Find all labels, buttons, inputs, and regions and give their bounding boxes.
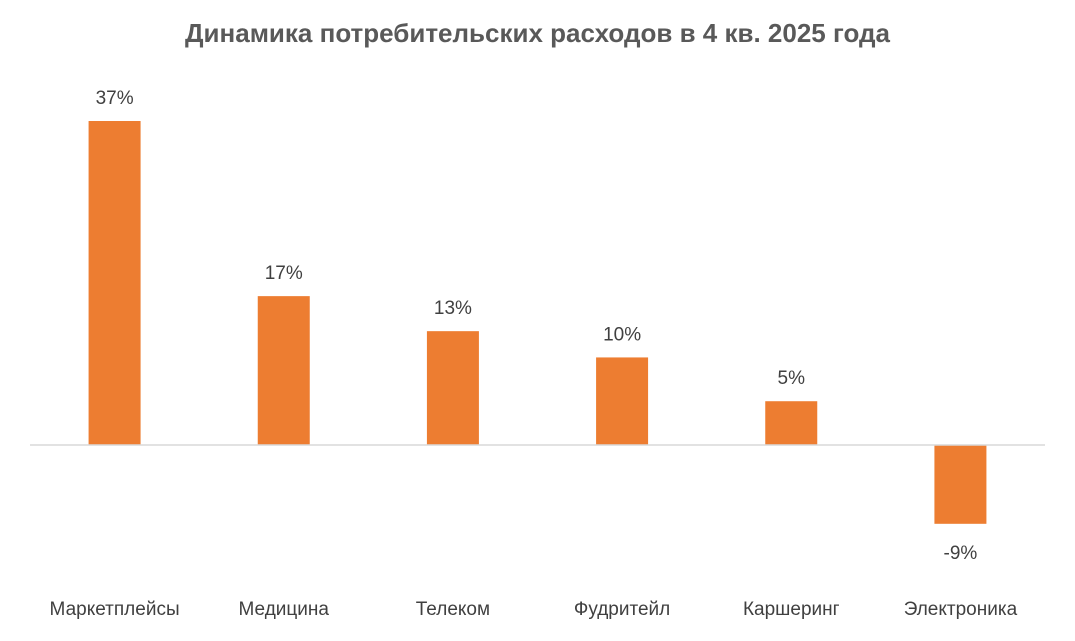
bar-1	[257, 296, 310, 445]
category-label-0: Маркетплейсы	[50, 599, 180, 620]
bar-2	[426, 331, 479, 445]
category-label-3: Фудритейл	[574, 599, 670, 620]
category-labels-layer: Маркетплейсы Медицина Телеком Фудритейл Карш…	[50, 599, 1018, 620]
data-label-0: 37%	[96, 88, 134, 109]
bars-layer	[88, 121, 987, 524]
bar-4	[765, 401, 818, 445]
data-label-3: 10%	[603, 324, 641, 345]
data-label-1: 17%	[265, 263, 303, 284]
category-label-4: Каршеринг	[743, 599, 840, 620]
bar-5	[934, 445, 987, 524]
data-label-4: 5%	[778, 368, 806, 389]
category-label-1: Медицина	[239, 599, 330, 620]
bar-3	[596, 357, 649, 445]
category-label-2: Телеком	[416, 599, 490, 620]
category-label-5: Электроника	[904, 599, 1018, 620]
data-label-5: -9%	[944, 543, 978, 564]
chart-title: Динамика потребительских расходов в 4 кв…	[185, 18, 890, 48]
data-label-2: 13%	[434, 298, 472, 319]
data-labels-layer: 37% 17% 13% 10% 5% -9%	[96, 88, 978, 564]
bar-0	[88, 121, 141, 445]
